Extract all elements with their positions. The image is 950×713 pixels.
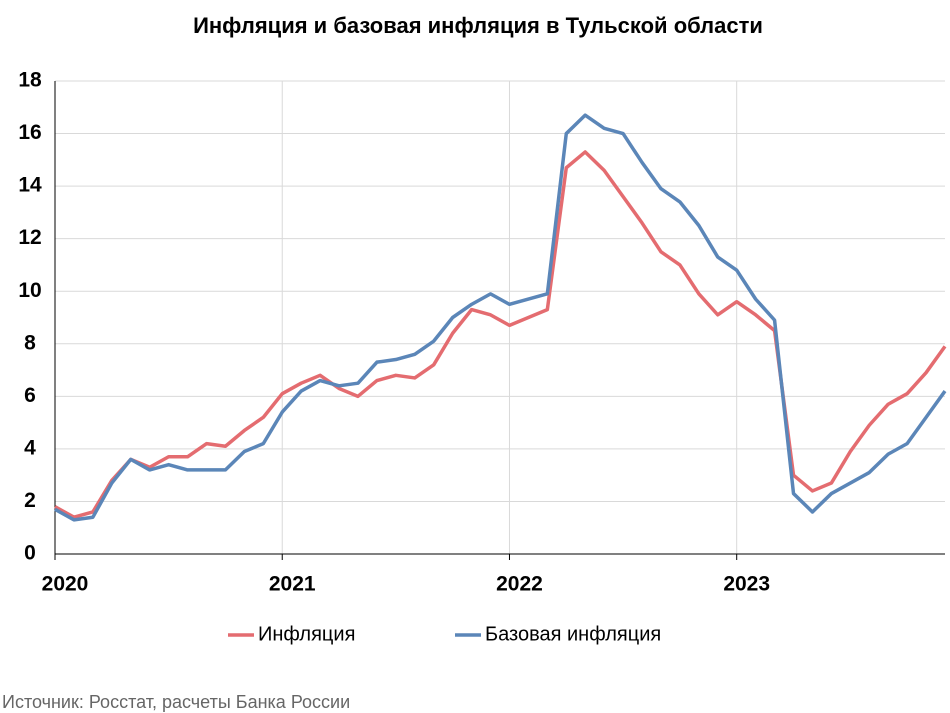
y-tick-label: 16 (18, 121, 41, 144)
y-tick-label: 2 (24, 489, 36, 512)
chart-title: Инфляция и базовая инфляция в Тульской о… (193, 13, 763, 38)
y-tick-label: 18 (18, 69, 42, 92)
data-line (54, 113, 947, 522)
data-line (54, 150, 947, 519)
x-tick-label: 2021 (269, 573, 316, 596)
y-tick-label: 0 (24, 542, 36, 565)
y-tick-label: 10 (18, 279, 41, 302)
y-tick-label: 12 (18, 226, 41, 249)
source-note: Источник: Росстат, расчеты Банка России (2, 692, 350, 712)
legend-label: Базовая инфляция (485, 623, 661, 645)
x-tick-label: 2022 (496, 573, 543, 596)
x-tick-label: 2020 (42, 573, 89, 596)
y-tick-label: 6 (24, 384, 36, 407)
legend-label: Инфляция (258, 623, 355, 645)
y-tick-label: 4 (24, 436, 36, 459)
y-tick-label: 14 (18, 174, 42, 197)
y-tick-label: 8 (24, 331, 36, 354)
x-tick-label: 2023 (723, 573, 770, 596)
